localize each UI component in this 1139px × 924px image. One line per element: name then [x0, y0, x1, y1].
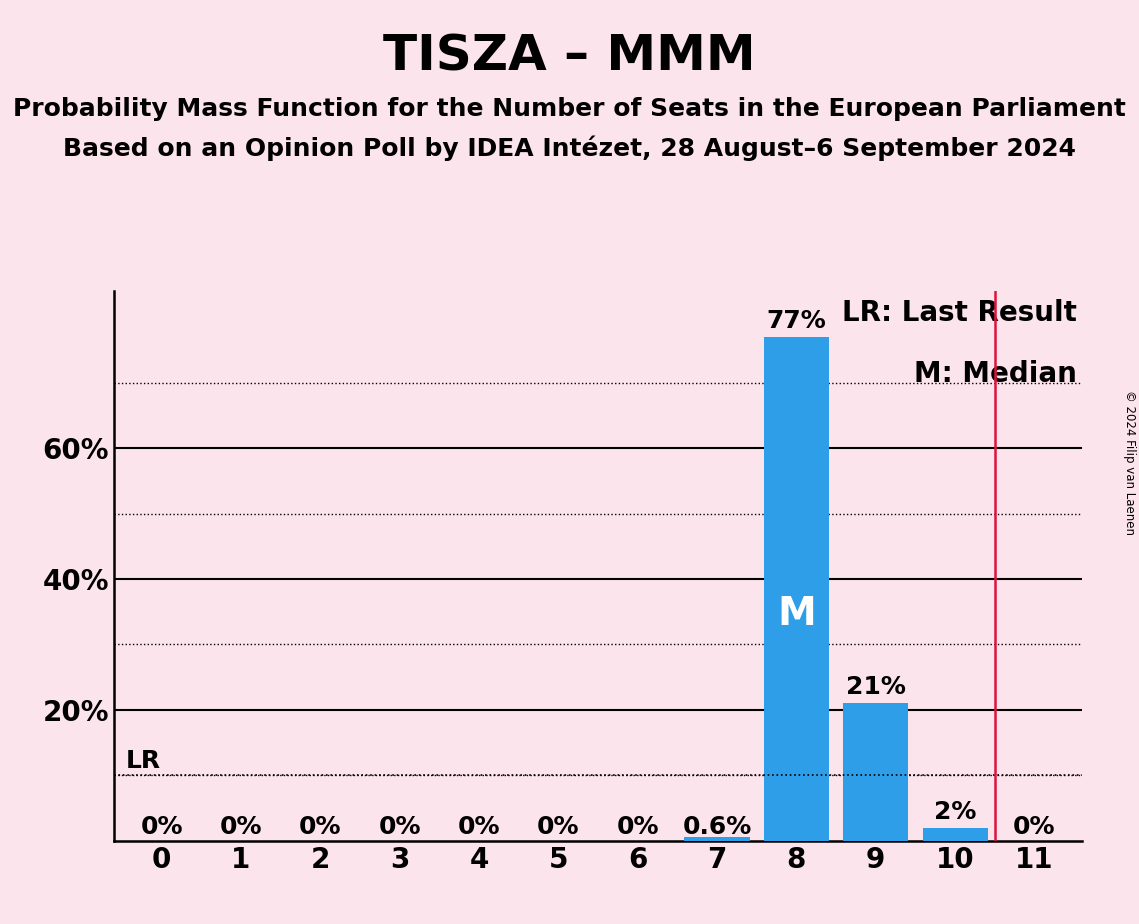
- Text: 0%: 0%: [298, 815, 342, 839]
- Text: 0%: 0%: [140, 815, 182, 839]
- Text: M: M: [777, 595, 816, 633]
- Text: Probability Mass Function for the Number of Seats in the European Parliament: Probability Mass Function for the Number…: [13, 97, 1126, 121]
- Text: 77%: 77%: [767, 309, 826, 333]
- Bar: [923, 828, 988, 841]
- Text: 0%: 0%: [538, 815, 580, 839]
- Text: LR: LR: [125, 748, 161, 772]
- Text: 0%: 0%: [1014, 815, 1056, 839]
- Text: LR: Last Result: LR: Last Result: [843, 299, 1077, 327]
- Text: 0.6%: 0.6%: [682, 815, 752, 839]
- Bar: [685, 837, 749, 841]
- Text: 2%: 2%: [934, 800, 976, 824]
- Text: 0%: 0%: [458, 815, 500, 839]
- Text: Based on an Opinion Poll by IDEA Intézet, 28 August–6 September 2024: Based on an Opinion Poll by IDEA Intézet…: [63, 136, 1076, 162]
- Text: M: Median: M: Median: [915, 359, 1077, 388]
- Text: 0%: 0%: [220, 815, 262, 839]
- Text: TISZA – MMM: TISZA – MMM: [383, 32, 756, 80]
- Bar: [764, 337, 829, 841]
- Text: 0%: 0%: [616, 815, 658, 839]
- Text: 21%: 21%: [846, 675, 906, 699]
- Text: © 2024 Filip van Laenen: © 2024 Filip van Laenen: [1123, 390, 1137, 534]
- Bar: [843, 703, 908, 841]
- Text: 0%: 0%: [378, 815, 420, 839]
